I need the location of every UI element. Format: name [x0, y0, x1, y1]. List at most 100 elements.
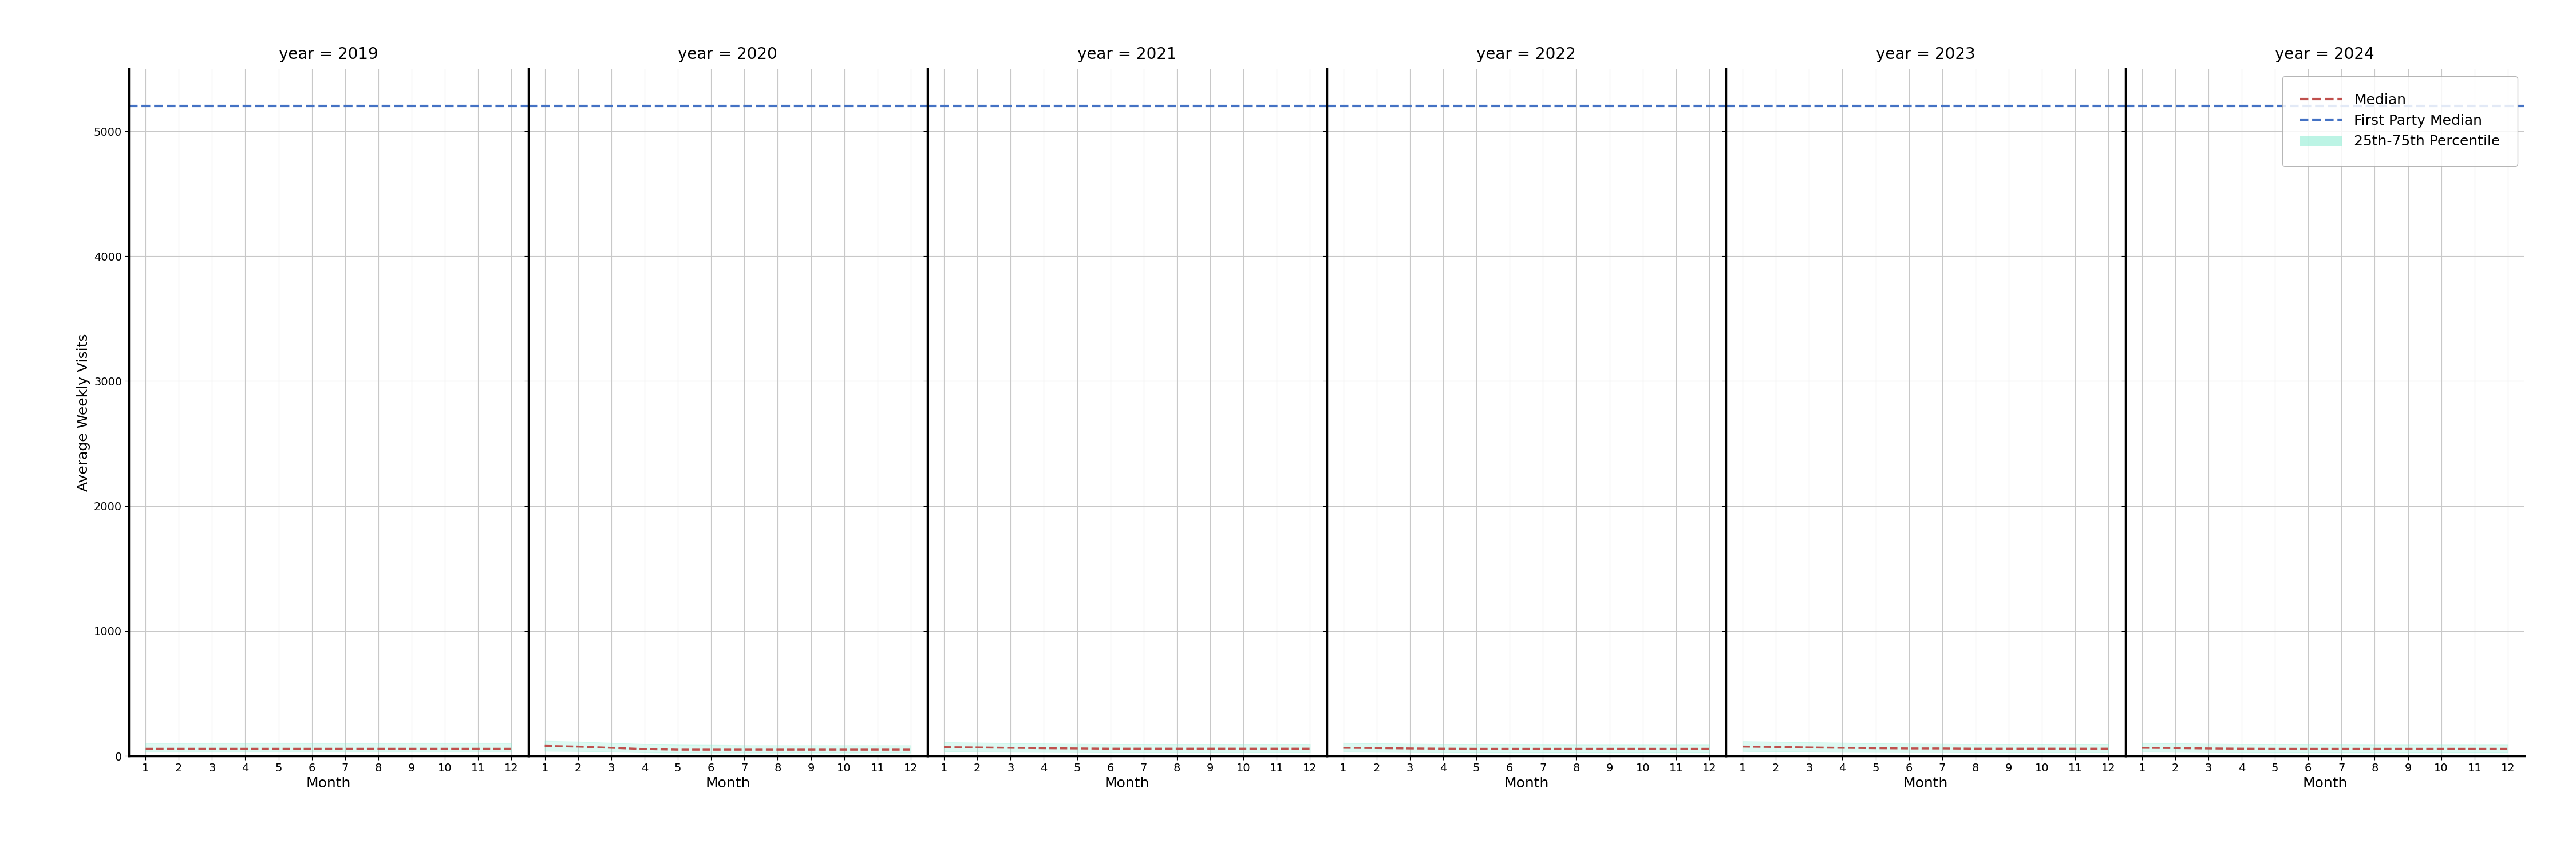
Median	[2494, 744, 2524, 754]
Median	[497, 743, 528, 753]
Median	[2393, 744, 2424, 754]
Median	[2259, 744, 2290, 754]
Median	[1394, 743, 1425, 753]
Title: year = 2022: year = 2022	[1476, 46, 1577, 63]
Median	[1296, 744, 1327, 754]
Title: year = 2023: year = 2023	[1875, 46, 1976, 63]
Median	[1960, 744, 1991, 754]
Median	[363, 743, 394, 753]
Line: Median: Median	[1741, 746, 2110, 749]
Median	[2326, 744, 2357, 754]
Median	[729, 745, 760, 755]
Median	[961, 742, 992, 752]
Median	[1927, 743, 1958, 753]
Median	[2159, 743, 2190, 753]
Median	[1262, 744, 1293, 754]
Median	[2061, 744, 2092, 754]
Median	[1662, 744, 1692, 754]
Line: Median: Median	[943, 747, 1311, 749]
Median	[1229, 744, 1260, 754]
Median	[595, 743, 626, 753]
Median	[927, 742, 958, 752]
Legend: Median, First Party Median, 25th-75th Percentile: Median, First Party Median, 25th-75th Pe…	[2282, 76, 2517, 166]
Median	[263, 743, 294, 753]
First Party Median	[2094, 101, 2125, 112]
Median	[629, 744, 659, 754]
Median	[1893, 743, 1924, 753]
Median	[1695, 744, 1726, 754]
Median	[1860, 743, 1891, 753]
First Party Median	[528, 101, 559, 112]
Median	[1095, 744, 1126, 754]
Title: year = 2021: year = 2021	[1077, 46, 1177, 63]
Median	[1461, 744, 1492, 754]
Median	[2360, 744, 2391, 754]
Median	[162, 743, 193, 753]
Median	[1427, 744, 1458, 754]
Median	[994, 743, 1025, 753]
X-axis label: Month: Month	[1504, 777, 1548, 790]
Median	[1793, 742, 1824, 752]
First Party Median	[497, 101, 528, 112]
X-axis label: Month: Month	[307, 777, 350, 790]
Median	[562, 741, 592, 752]
First Party Median	[1695, 101, 1726, 112]
X-axis label: Month: Month	[2303, 777, 2347, 790]
Median	[1595, 744, 1625, 754]
Median	[196, 743, 227, 753]
First Party Median	[896, 101, 927, 112]
Median	[1360, 743, 1391, 753]
Median	[2293, 744, 2324, 754]
Median	[1327, 743, 1358, 753]
First Party Median	[927, 101, 958, 112]
Median	[1195, 744, 1226, 754]
Median	[296, 743, 327, 753]
X-axis label: Month: Month	[1105, 777, 1149, 790]
Median	[229, 743, 260, 753]
X-axis label: Month: Month	[1904, 777, 1947, 790]
Median	[662, 745, 693, 755]
Median	[1028, 743, 1059, 753]
Median	[330, 743, 361, 753]
Title: year = 2020: year = 2020	[677, 46, 778, 63]
First Party Median	[1327, 101, 1358, 112]
Median	[1061, 743, 1092, 753]
Title: year = 2024: year = 2024	[2275, 46, 2375, 63]
Median	[1128, 744, 1159, 754]
Line: Median: Median	[544, 746, 912, 750]
Median	[2226, 744, 2257, 754]
Median	[397, 743, 428, 753]
Median	[2094, 744, 2125, 754]
Median	[863, 745, 894, 755]
First Party Median	[1726, 101, 1757, 112]
Median	[2460, 744, 2491, 754]
First Party Median	[1296, 101, 1327, 112]
Line: Median: Median	[2141, 748, 2509, 749]
First Party Median	[129, 101, 160, 112]
First Party Median	[2125, 101, 2156, 112]
Median	[1494, 744, 1525, 754]
Median	[2427, 744, 2458, 754]
First Party Median	[98, 101, 129, 112]
Median	[896, 745, 927, 755]
Median	[464, 743, 495, 753]
Median	[1759, 742, 1790, 752]
Median	[1628, 744, 1659, 754]
Median	[430, 743, 461, 753]
X-axis label: Month: Month	[706, 777, 750, 790]
Median	[1162, 744, 1193, 754]
Median	[1726, 741, 1757, 752]
Median	[2027, 744, 2058, 754]
Median	[129, 743, 160, 753]
Median	[829, 745, 860, 755]
Median	[796, 745, 827, 755]
Y-axis label: Average Weekly Visits: Average Weekly Visits	[77, 333, 90, 491]
Median	[528, 740, 559, 751]
Median	[1561, 744, 1592, 754]
Median	[1528, 744, 1558, 754]
Median	[2125, 743, 2156, 753]
Title: year = 2019: year = 2019	[278, 46, 379, 63]
Median	[696, 745, 726, 755]
Median	[762, 745, 793, 755]
Line: Median: Median	[1342, 748, 1710, 749]
